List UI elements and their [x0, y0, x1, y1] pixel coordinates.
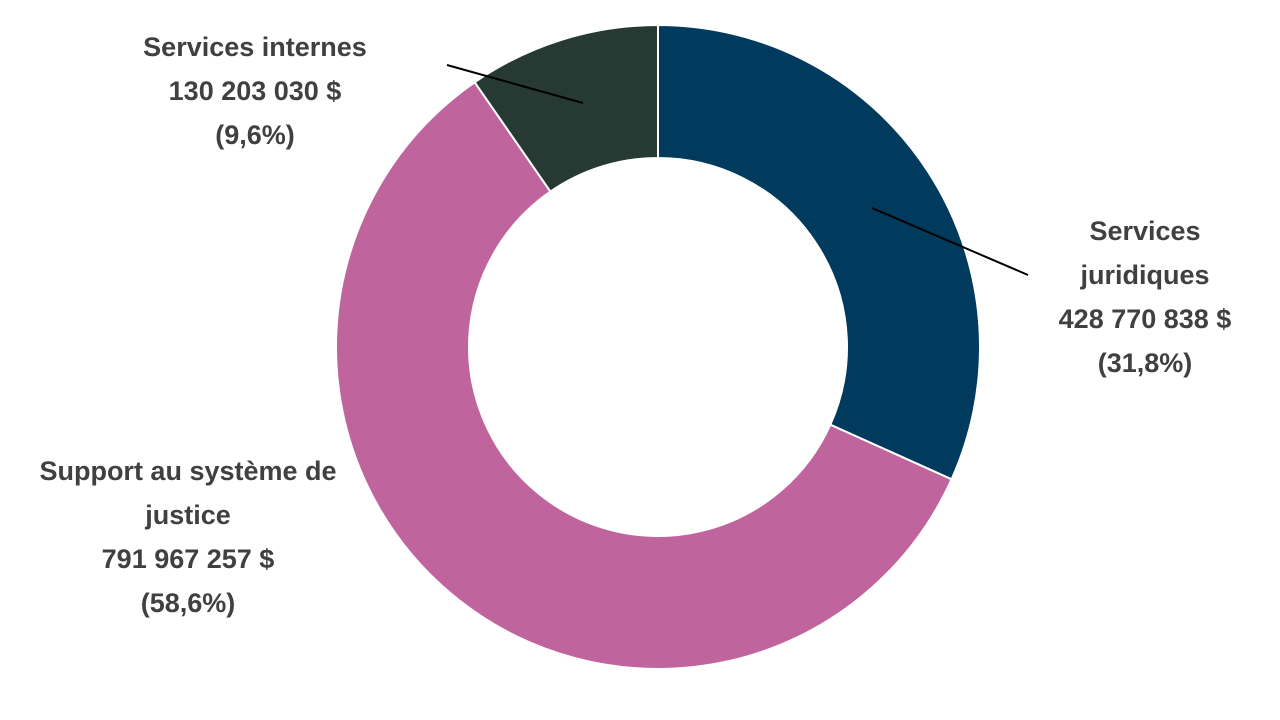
donut-slice [473, 23, 659, 193]
leader-line [871, 207, 1029, 276]
donut-slice [335, 80, 953, 670]
percentage-label: (58,6%) [140, 588, 236, 618]
category-label: Support au système de justice [39, 456, 337, 530]
donut-slice [657, 23, 981, 481]
category-label: Services internes [143, 32, 367, 62]
percentage-label: (9,6%) [215, 120, 295, 150]
leader-line [446, 64, 584, 104]
value-label: 130 203 030 $ [168, 76, 342, 106]
data-label: Support au système de justice 791 967 257… [28, 449, 348, 625]
data-label: Services juridiques 428 770 838 $ (31,8%) [1035, 209, 1255, 385]
data-label: Services internes 130 203 030 $ (9,6%) [110, 25, 400, 157]
category-label: Services juridiques [1080, 216, 1210, 290]
percentage-label: (31,8%) [1097, 348, 1193, 378]
value-label: 428 770 838 $ [1058, 304, 1232, 334]
value-label: 791 967 257 $ [101, 544, 275, 574]
